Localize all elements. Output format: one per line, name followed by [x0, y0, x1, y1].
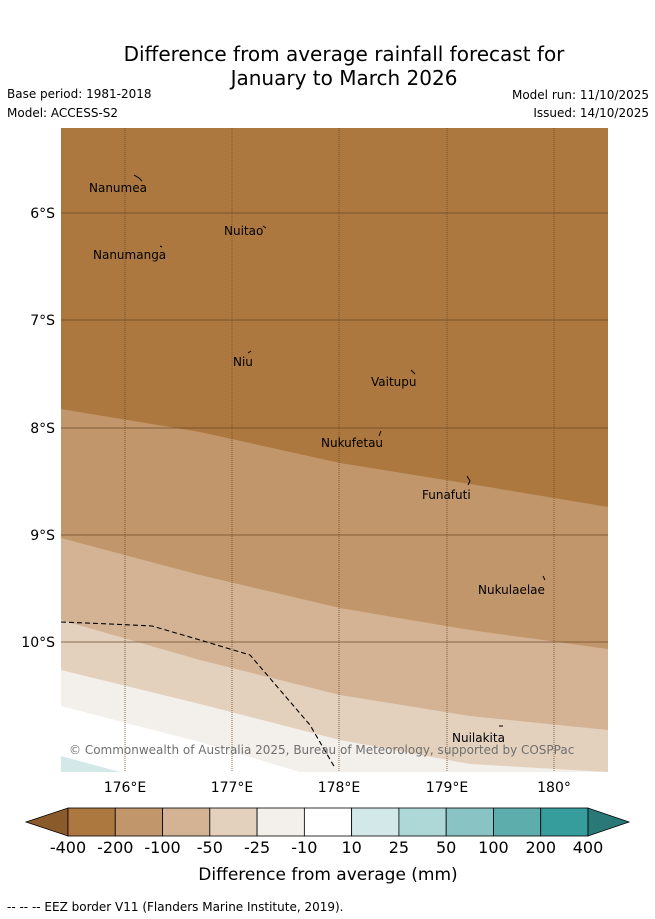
colorbar-segment: [445, 807, 494, 837]
colorbar-segment: [493, 807, 542, 837]
lon-label-177e: 177°E: [211, 780, 254, 796]
colorbar-arrow-low: [24, 807, 69, 837]
place-nanumea: Nanumea: [89, 181, 147, 195]
lon-label-180: 180°: [537, 780, 571, 796]
place-nuilakita: Nuilakita: [452, 731, 505, 745]
model-name: Model: ACCESS-S2: [7, 106, 119, 120]
nukufetau-island: [378, 430, 382, 437]
colorbar-tick-label: 50: [436, 838, 456, 857]
colorbar-tick-label: 100: [478, 838, 509, 857]
colorbar-tick-label: -100: [144, 838, 180, 857]
nuitao-island: [262, 225, 267, 229]
niu-island: [247, 350, 252, 354]
vaitupu-island: [410, 369, 416, 375]
colorbar-arrow-high: [587, 807, 631, 837]
colorbar-segment: [162, 807, 211, 837]
graticule: [61, 128, 608, 772]
lon-label-176e: 176°E: [104, 780, 147, 796]
eez-border: [61, 621, 336, 769]
colorbar-tick-label: 10: [341, 838, 361, 857]
lon-label-178e: 178°E: [318, 780, 361, 796]
lon-label-179e: 179°E: [426, 780, 469, 796]
lon-tick-labels: 176°E 177°E 178°E 179°E 180°: [104, 780, 571, 796]
colorbar-tick-label: -200: [97, 838, 133, 857]
colorbar-segment: [351, 807, 400, 837]
island-outlines: [133, 174, 546, 727]
place-nuitao: Nuitao: [224, 224, 263, 238]
lat-label-7s: 7°S: [30, 313, 55, 329]
model-run: Model run: 11/10/2025: [511, 88, 649, 102]
band-plus-10: [61, 756, 120, 772]
place-niu: Niu: [233, 355, 253, 369]
lat-label-6s: 6°S: [30, 206, 55, 222]
title-line-2: January to March 2026: [230, 66, 458, 90]
colorbar-tick-label: 25: [389, 838, 409, 857]
colorbar: -400 -200 -100 -50 -25 -10 10 25 50 100 200 400: [24, 807, 631, 857]
colorbar-segment: [398, 807, 447, 837]
place-funafuti: Funafuti: [422, 488, 471, 502]
colorbar-segment: [540, 807, 589, 837]
nanumanga-island: [159, 245, 163, 248]
place-nukufetau: Nukufetau: [321, 436, 383, 450]
map-title: Difference from average rainfall forecas…: [0, 42, 655, 90]
colorbar-segment: [256, 807, 305, 837]
lat-label-10s: 10°S: [21, 635, 55, 651]
rainfall-contours: Nanumea Nuitao Nanumanga Niu Vaitupu Nuk…: [61, 128, 608, 772]
colorbar-segment: [67, 807, 116, 837]
nukulaelae-island: [542, 575, 546, 581]
place-nanumanga: Nanumanga: [93, 248, 166, 262]
colorbar-tick-label: -25: [244, 838, 270, 857]
colorbar-tick-label: -400: [50, 838, 86, 857]
place-vaitupu: Vaitupu: [371, 375, 417, 389]
place-nukulaelae: Nukulaelae: [478, 583, 545, 597]
issued-date: Issued: 14/10/2025: [533, 106, 649, 120]
lat-label-9s: 9°S: [30, 528, 55, 544]
colorbar-tick-label: -50: [197, 838, 223, 857]
colorbar-tick-label: 400: [573, 838, 604, 857]
band-near-zero: [61, 706, 300, 772]
lat-tick-labels: 6°S 7°S 8°S 9°S 10°S: [21, 206, 55, 651]
colorbar-label: Difference from average (mm): [198, 865, 457, 885]
colorbar-segment: [114, 807, 163, 837]
lat-label-8s: 8°S: [30, 421, 55, 437]
colorbar-segment: [303, 807, 353, 837]
base-period: Base period: 1981-2018: [7, 87, 152, 101]
copyright-text: © Commonwealth of Australia 2025, Bureau…: [69, 743, 574, 757]
nanumea-island: [133, 174, 143, 182]
eez-footnote: -- -- -- EEZ border V11 (Flanders Marine…: [7, 900, 344, 914]
place-labels: Nanumea Nuitao Nanumanga Niu Vaitupu Nuk…: [89, 181, 545, 745]
colorbar-tick-label: 200: [525, 838, 556, 857]
colorbar-tick-label: -10: [291, 838, 317, 857]
colorbar-segment: [209, 807, 258, 837]
funafuti-island: [466, 475, 471, 486]
title-line-1: Difference from average rainfall forecas…: [123, 42, 565, 66]
